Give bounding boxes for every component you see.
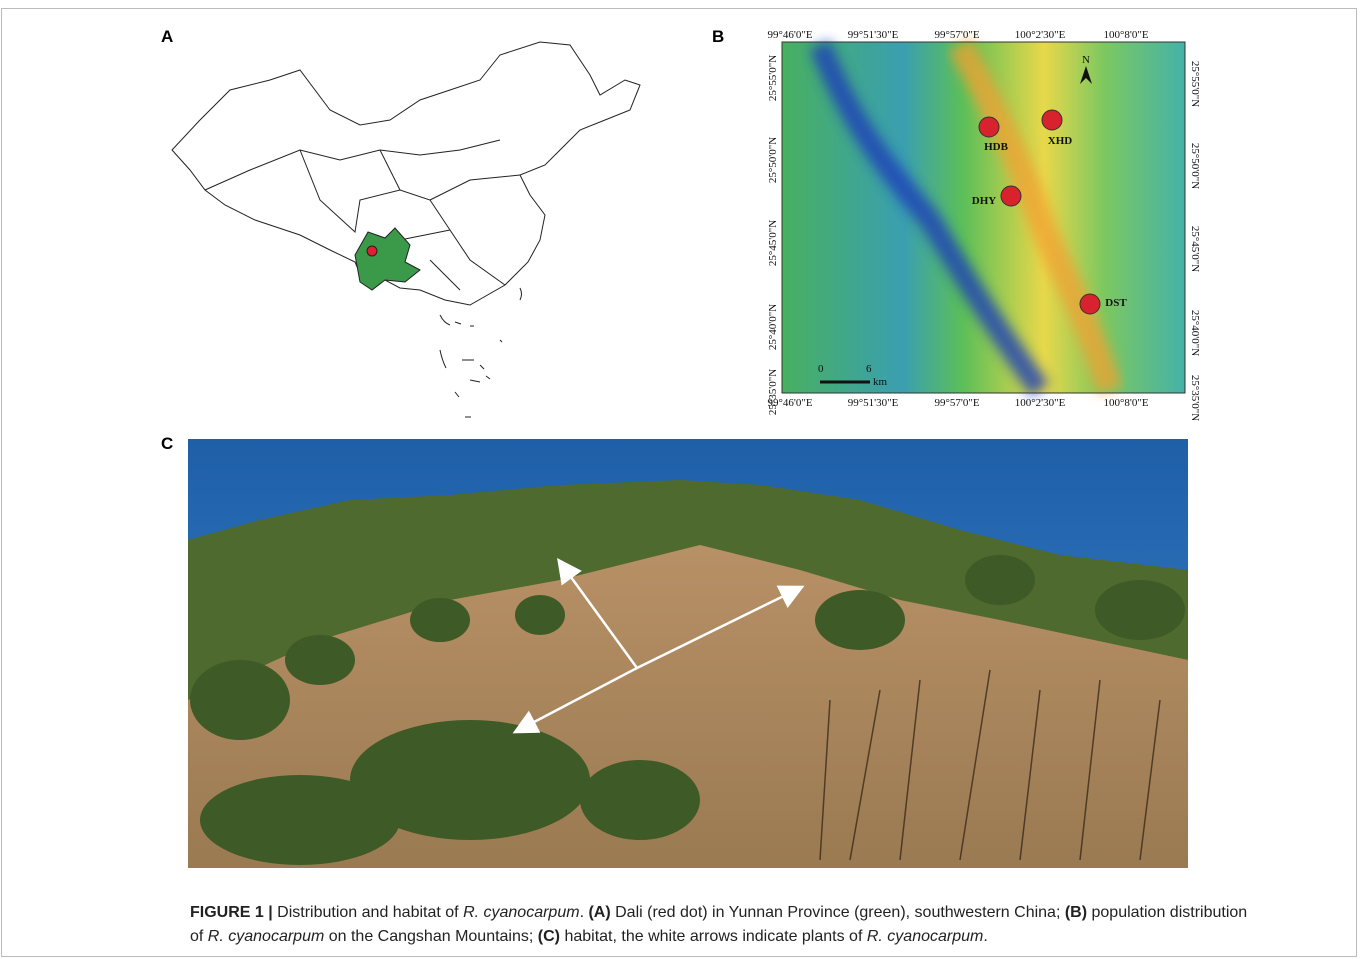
north-label: N: [1082, 54, 1090, 66]
latitude-label: 25°45'0"N: [767, 220, 779, 266]
panel-label: C: [161, 434, 173, 453]
longitude-label: 99°51'30"E: [848, 29, 899, 41]
scale-label: km: [873, 376, 888, 388]
latitude-label: 25°35'0"N: [1189, 375, 1201, 421]
caption-text: Dali (red dot) in Yunnan Province (green…: [611, 904, 1065, 921]
latitude-label: 25°40'0"N: [1189, 310, 1201, 356]
longitude-label: 100°2'30"E: [1015, 397, 1066, 409]
dali-dot: [367, 246, 377, 256]
latitude-label: 25°50'0"N: [1189, 143, 1201, 189]
longitude-label: 99°57'0"E: [934, 29, 979, 41]
longitude-label: 99°57'0"E: [934, 397, 979, 409]
caption-text: .: [983, 928, 987, 945]
longitude-label: 99°51'30"E: [848, 397, 899, 409]
latitude-label: 25°45'0"N: [1189, 226, 1201, 272]
caption-text: R. cyanocarpum: [867, 928, 984, 945]
site-marker: [1080, 294, 1100, 314]
caption-text: (B): [1065, 904, 1087, 921]
site-label: HDB: [984, 141, 1009, 153]
panel-label: A: [161, 27, 173, 46]
latitude-label: 25°55'0"N: [1189, 61, 1201, 107]
latitude-label: 25°40'0"N: [767, 304, 779, 350]
site-label: DST: [1105, 297, 1127, 309]
caption-text: Distribution and habitat of: [273, 904, 463, 921]
china-map: [172, 42, 640, 417]
longitude-label: 99°46'0"E: [767, 29, 812, 41]
scale-label: 0: [818, 363, 824, 375]
caption-text: on the Cangshan Mountains;: [324, 928, 537, 945]
scale-label: 6: [866, 363, 872, 375]
yunnan: [355, 228, 420, 290]
latitude-label: 25°55'0"N: [767, 55, 779, 101]
latitude-label: 25°50'0"N: [767, 137, 779, 183]
caption-text: habitat, the white arrows indicate plant…: [560, 928, 867, 945]
site-label: DHY: [972, 195, 997, 207]
figure: A B C 0 6 km N: [0, 0, 1360, 900]
longitude-label: 100°8'0"E: [1103, 29, 1148, 41]
site-marker: [979, 117, 999, 137]
latitude-label: 25°35'0"N: [767, 369, 779, 415]
topo-map: [782, 42, 1185, 393]
caption-text: R. cyanocarpum: [463, 904, 580, 921]
caption-text: FIGURE 1 |: [190, 904, 273, 921]
longitude-label: 100°2'30"E: [1015, 29, 1066, 41]
page: A B C 0 6 km N: [0, 0, 1360, 959]
habitat-photo: [188, 439, 1188, 868]
site-marker: [1042, 110, 1062, 130]
site-label: XHD: [1048, 135, 1073, 147]
longitude-label: 100°8'0"E: [1103, 397, 1148, 409]
caption-text: R. cyanocarpum: [208, 928, 325, 945]
caption-text: (A): [588, 904, 610, 921]
site-marker: [1001, 186, 1021, 206]
caption-text: (C): [538, 928, 560, 945]
panel-label: B: [712, 27, 724, 46]
caption: FIGURE 1 | Distribution and habitat of R…: [190, 901, 1250, 949]
